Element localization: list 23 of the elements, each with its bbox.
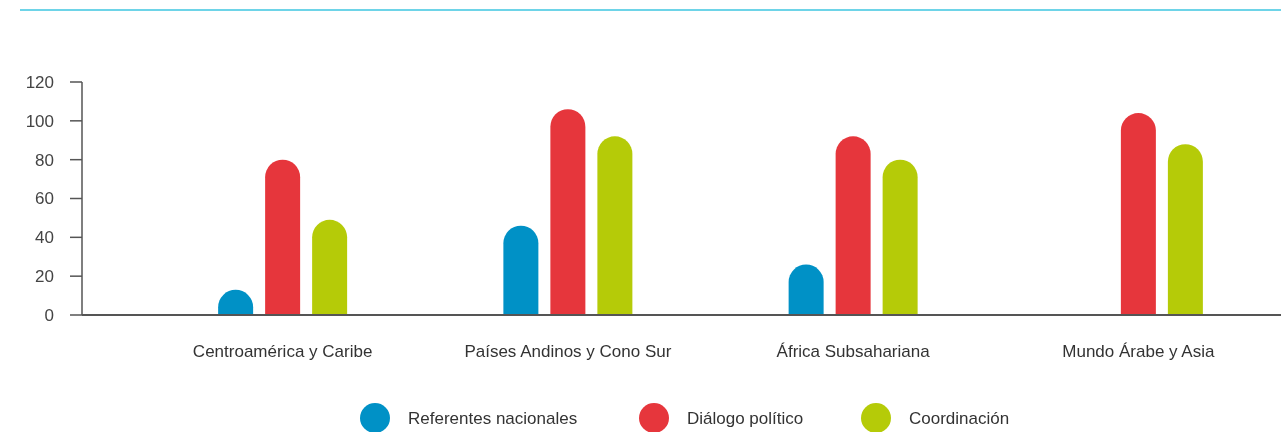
x-tick-label: Países Andinos y Cono Sur [464,342,672,361]
x-tick-label: África Subsahariana [776,342,931,361]
y-tick-label: 100 [25,111,54,131]
legend-label: Coordinación [909,408,1010,428]
y-tick-label: 120 [25,72,54,92]
bar [835,136,871,315]
bar [550,109,586,315]
x-tick-label: Mundo Árabe y Asia [1062,342,1215,361]
bar [1120,113,1156,315]
y-tick-label: 80 [35,150,54,170]
y-tick-label: 20 [35,267,54,287]
bar [1167,144,1203,315]
y-tick-label: 60 [35,189,54,209]
y-tick-label: 0 [44,305,54,325]
bar [312,219,348,315]
bar [597,136,633,315]
legend-label: Referentes nacionales [408,408,578,428]
bar [882,159,918,315]
x-tick-label: Centroamérica y Caribe [192,342,373,361]
legend-label: Diálogo político [687,408,804,428]
y-tick-label: 40 [35,228,54,248]
bar [503,225,539,315]
bar [265,159,301,315]
